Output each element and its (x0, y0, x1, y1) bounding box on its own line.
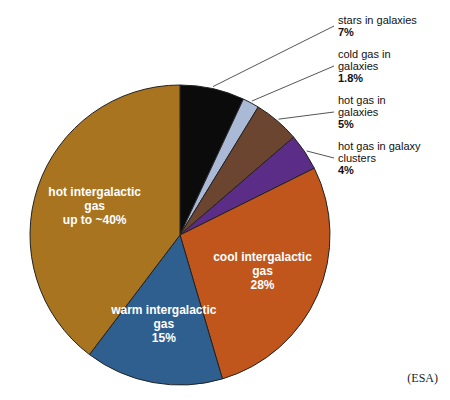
svg-text:cold gas ingalaxies1.8%: cold gas ingalaxies1.8% (338, 48, 391, 84)
svg-text:stars in galaxies7%: stars in galaxies7% (338, 14, 417, 38)
html-text:(ESA): (ESA) (407, 371, 438, 385)
svg-text:warm intergalacticgas15%: warm intergalacticgas15% (110, 303, 217, 345)
svg-text:cool intergalacticgas28%: cool intergalacticgas28% (213, 250, 312, 292)
svg-text:hot gas in galaxyclusters4%: hot gas in galaxyclusters4% (338, 140, 421, 176)
svg-text:hot gas ingalaxies5%: hot gas ingalaxies5% (338, 94, 386, 130)
svg-text:hot intergalacticgasup to ~40%: hot intergalacticgasup to ~40% (48, 185, 141, 227)
